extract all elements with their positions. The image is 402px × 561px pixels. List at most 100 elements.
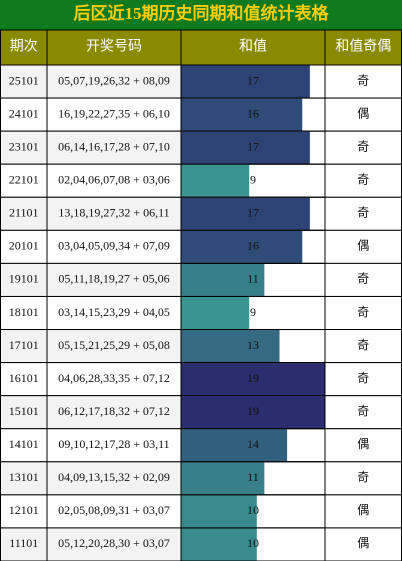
- cell: [0, 64, 48, 99]
- parity: 奇: [357, 404, 369, 418]
- title-bar: [0, 0, 402, 30]
- parity: 奇: [357, 371, 369, 385]
- issue: 18101: [9, 305, 39, 319]
- bar: [181, 528, 257, 561]
- sum: 14: [247, 437, 259, 451]
- parity: 偶: [357, 106, 369, 120]
- issue: 22101: [9, 172, 39, 186]
- issue: 20101: [9, 239, 39, 253]
- parity: 奇: [357, 305, 369, 319]
- numbers: 04,09,13,15,32 + 02,09: [58, 470, 170, 484]
- cell: [0, 527, 48, 561]
- cell: [46, 295, 182, 331]
- numbers: 05,15,21,25,29 + 05,08: [58, 338, 170, 352]
- issue: 14101: [9, 437, 39, 451]
- cell: [46, 527, 182, 561]
- cell: [324, 229, 402, 264]
- sum: 9: [250, 305, 256, 319]
- cell: [46, 262, 182, 297]
- issue: 24101: [9, 106, 39, 120]
- header-label: 和值: [239, 39, 267, 55]
- cell: [0, 329, 48, 364]
- cell-border: [180, 527, 326, 561]
- cell: [46, 163, 182, 198]
- numbers: 13,18,19,27,32 + 06,11: [58, 206, 169, 220]
- sum: 19: [247, 404, 259, 418]
- numbers: 02,05,08,09,31 + 03,07: [58, 503, 170, 517]
- bar: [181, 296, 250, 330]
- parity: 奇: [357, 272, 369, 286]
- parity: 奇: [357, 206, 369, 220]
- cell: [46, 64, 182, 99]
- numbers: 05,11,18,19,27 + 05,06: [58, 272, 169, 286]
- parity: 奇: [357, 338, 369, 352]
- cell: [0, 395, 48, 430]
- sum: 10: [247, 536, 259, 550]
- issue: 21101: [9, 206, 39, 220]
- sum: 9: [250, 172, 256, 186]
- bar: [181, 462, 265, 495]
- issue: 25101: [9, 73, 39, 87]
- cell: [0, 494, 48, 529]
- bar: [181, 429, 288, 462]
- cell: [324, 527, 402, 561]
- numbers: 03,04,05,09,34 + 07,09: [58, 239, 170, 253]
- numbers: 05,12,20,28,30 + 03,07: [58, 536, 170, 550]
- bar: [181, 495, 257, 528]
- cell: [46, 494, 182, 529]
- cell: [46, 395, 182, 430]
- sum: 17: [247, 206, 259, 220]
- cell: [46, 196, 182, 231]
- header-bar: [0, 30, 402, 65]
- parity: 奇: [357, 172, 369, 186]
- sum: 16: [247, 106, 259, 120]
- parity: 偶: [357, 239, 369, 253]
- bar: [181, 263, 265, 296]
- issue: 15101: [9, 404, 39, 418]
- issue: 12101: [9, 503, 39, 517]
- numbers: 05,07,19,26,32 + 08,09: [58, 73, 170, 87]
- bar: [181, 164, 250, 197]
- numbers: 09,10,12,17,28 + 03,11: [58, 437, 169, 451]
- title: 后区近15期历史同期和值统计表格: [74, 3, 330, 23]
- bar: [181, 396, 325, 429]
- bar: [181, 98, 303, 131]
- sum: 10: [247, 503, 259, 517]
- sum: 17: [247, 139, 259, 153]
- numbers: 16,19,22,27,35 + 06,10: [58, 106, 170, 120]
- sum: 17: [247, 73, 259, 87]
- parity: 奇: [357, 470, 369, 484]
- issue: 11101: [9, 536, 38, 550]
- parity: 奇: [357, 73, 369, 87]
- numbers: 03,14,15,23,29 + 04,05: [58, 305, 170, 319]
- parity: 偶: [357, 536, 369, 550]
- numbers: 06,14,16,17,28 + 07,10: [58, 139, 170, 153]
- header-label: 期次: [10, 39, 38, 55]
- sum: 13: [247, 338, 259, 352]
- issue: 17101: [9, 338, 39, 352]
- cell: [0, 428, 48, 463]
- cell: [46, 329, 182, 364]
- header-label: 开奖号码: [86, 38, 142, 55]
- parity: 偶: [357, 503, 369, 517]
- issue: 13101: [9, 470, 39, 484]
- cell: [46, 130, 182, 165]
- cell: [0, 196, 48, 231]
- cell: [324, 64, 402, 99]
- cell: [0, 163, 48, 198]
- issue: 23101: [9, 139, 39, 153]
- bar: [181, 65, 310, 98]
- bar: [181, 197, 310, 230]
- sum: 16: [247, 239, 259, 253]
- cell: [46, 229, 182, 264]
- bar: [181, 330, 280, 363]
- bar: [181, 363, 325, 396]
- numbers: 04,06,28,33,35 + 07,12: [58, 371, 170, 385]
- issue: 16101: [9, 371, 39, 385]
- header-label: 和值奇偶: [335, 38, 391, 55]
- bar: [181, 230, 303, 263]
- cell: [46, 461, 182, 496]
- cell: [324, 97, 402, 132]
- parity: 偶: [357, 437, 369, 451]
